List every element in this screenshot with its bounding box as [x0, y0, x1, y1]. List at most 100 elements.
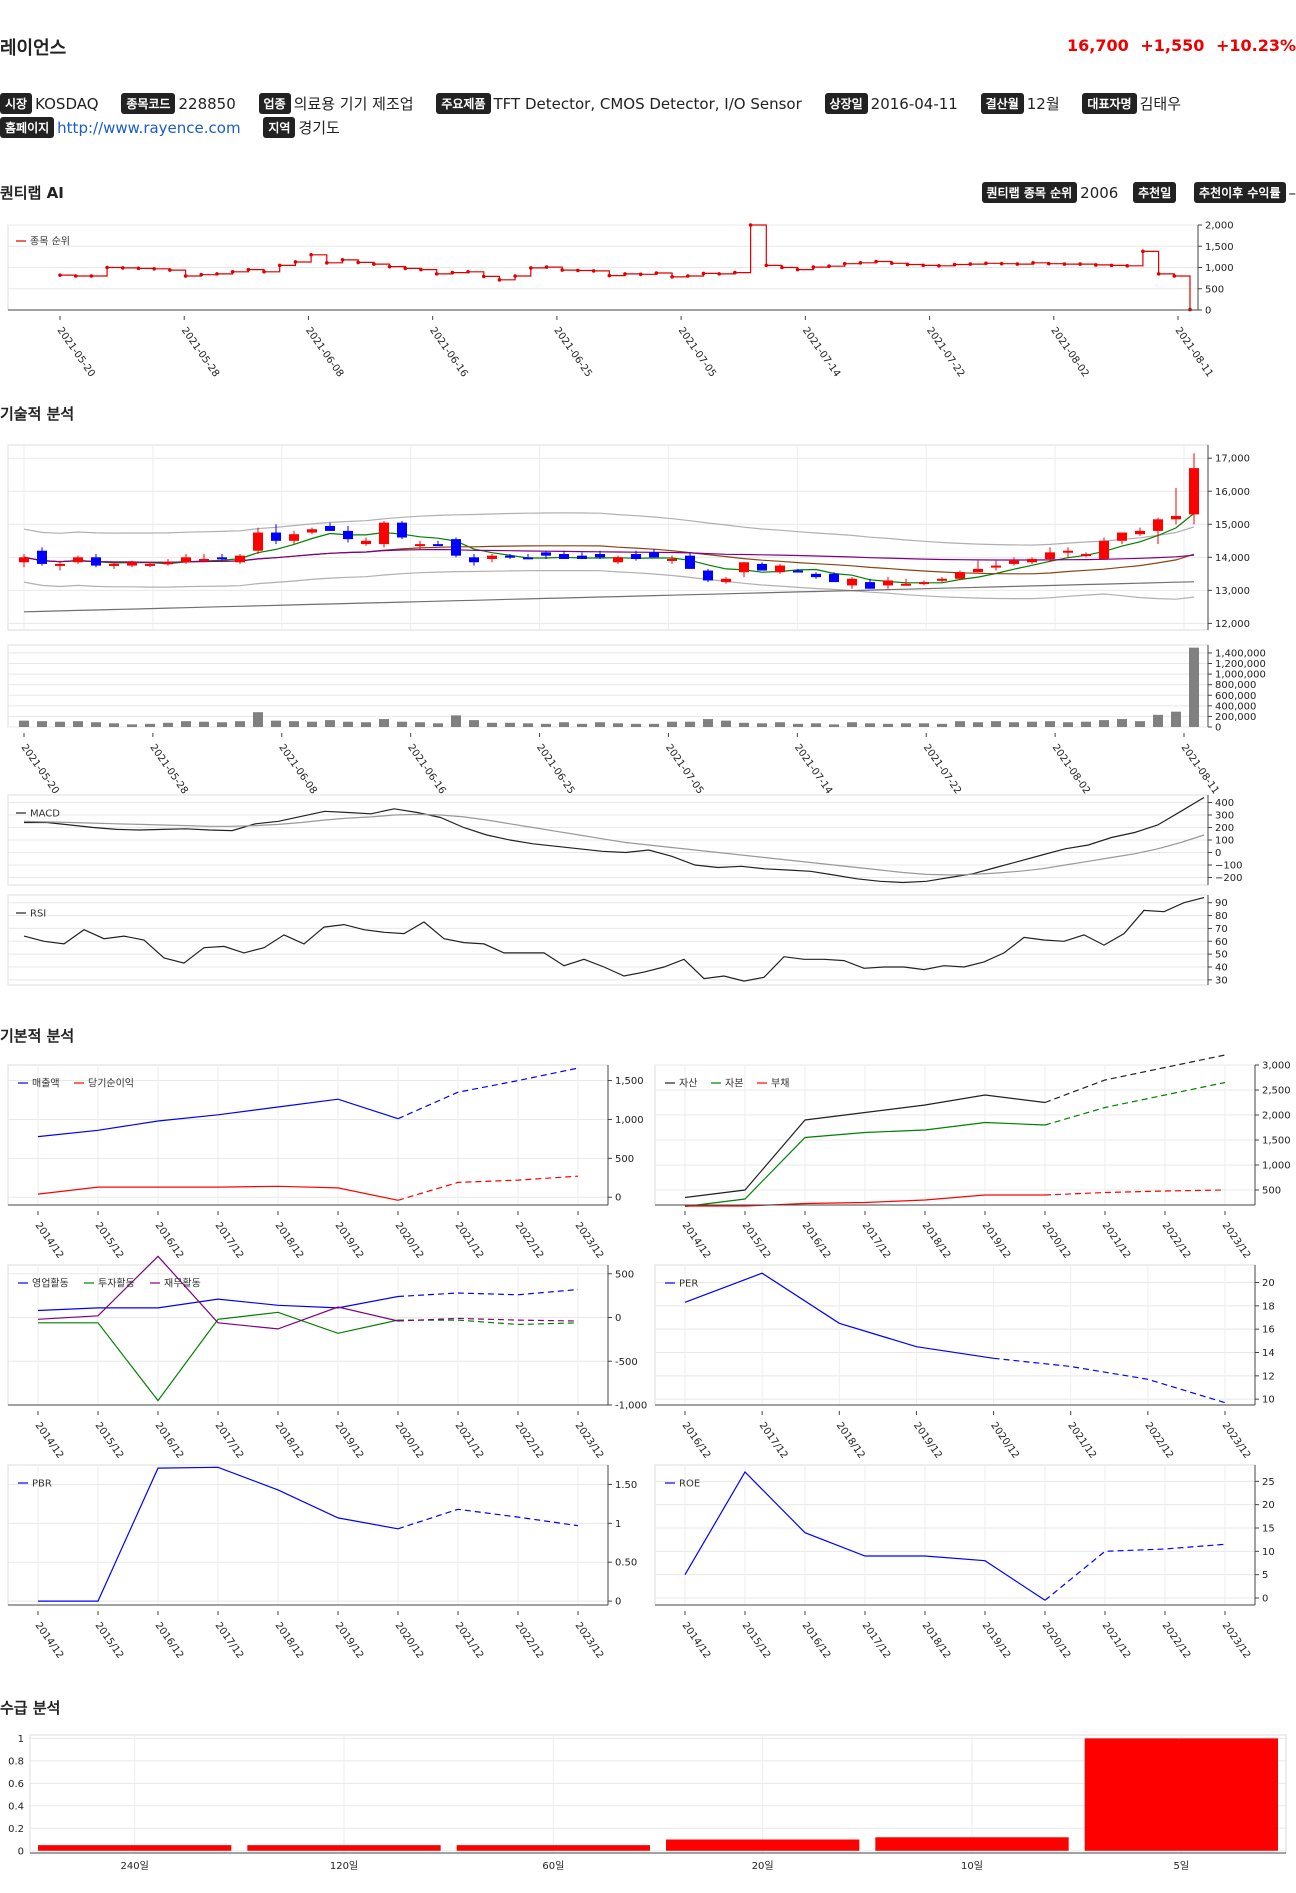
- assets-x-tick-label: 2021/12: [1100, 1220, 1133, 1260]
- candle-body: [883, 580, 893, 586]
- rank-y-tick-label: 1,500: [1205, 242, 1234, 253]
- volume-bar: [811, 723, 821, 727]
- cashflow-재무활동-line: [37, 1255, 399, 1330]
- candle-y-tick-label: 17,000: [1215, 454, 1250, 465]
- volume-y-tick-label: 1,000,000: [1215, 670, 1266, 681]
- pbr-y-tick-label: 0: [615, 1597, 621, 1608]
- roe-x-tick-label: 2014/12: [680, 1620, 713, 1660]
- candle-body: [1117, 532, 1127, 541]
- cashflow-영업활동-forecast-line: [397, 1288, 579, 1298]
- volume-frame: [7, 644, 1209, 728]
- stock-info-row-2: 홈페이지 http://www.rayence.com 지역 경기도: [0, 117, 358, 138]
- sales-x-tick-label: 2023/12: [573, 1220, 606, 1260]
- volume-bar: [613, 723, 623, 727]
- roe-y-tick-label: 25: [1262, 1477, 1275, 1488]
- ceo-tag: 대표자명: [1082, 93, 1137, 114]
- candle-body: [145, 563, 155, 566]
- volume-bar: [1027, 721, 1037, 727]
- candle-body: [55, 563, 65, 566]
- region-tag: 지역: [263, 117, 296, 138]
- candle-body: [991, 565, 1001, 568]
- candle-body: [1063, 550, 1073, 553]
- candle-body: [559, 554, 569, 559]
- roe-y-tick-label: 0: [1262, 1594, 1268, 1605]
- roe-x-tick-label: 2021/12: [1100, 1620, 1133, 1660]
- supply-x-tick-label: 10일: [961, 1860, 983, 1872]
- rank-point: [168, 268, 172, 272]
- per-y-tick-label: 16: [1262, 1325, 1275, 1336]
- volume-bar: [901, 723, 911, 727]
- cashflow-x-tick-label: 2022/12: [513, 1420, 546, 1460]
- per-y-tick-label: 14: [1262, 1348, 1275, 1359]
- rank-point: [811, 265, 816, 269]
- rank-tag: 퀀티랩 종목 순위: [981, 182, 1078, 203]
- product-tag: 주요제품: [436, 93, 491, 114]
- rsi-y-tick-label: 80: [1215, 911, 1228, 922]
- volume-y-tick-label: 1,400,000: [1215, 648, 1266, 659]
- macd-MACD-line: [24, 796, 1205, 884]
- candle-body: [649, 552, 659, 558]
- pbr-PBR-forecast-line: [397, 1508, 579, 1530]
- ceo-value: 김태우: [1139, 95, 1181, 113]
- rank-point: [340, 258, 345, 262]
- volume-bar: [469, 720, 479, 727]
- roe-x-tick-label: 2016/12: [800, 1620, 833, 1660]
- rank-legend-label: 종목 순위: [30, 235, 70, 248]
- candle-body: [91, 557, 101, 566]
- pbr-x-tick-label: 2017/12: [213, 1620, 246, 1660]
- macd-y-tick-label: 100: [1215, 836, 1234, 847]
- pbr-x-tick-label: 2014/12: [33, 1620, 66, 1660]
- volume-bar: [1045, 721, 1055, 727]
- volume-bar: [559, 722, 569, 727]
- rank-point: [858, 261, 863, 265]
- ma5-line: [23, 512, 1195, 584]
- assets-x-tick-label: 2020/12: [1040, 1220, 1073, 1260]
- rank-point: [701, 271, 706, 276]
- roe-x-tick-label: 2022/12: [1160, 1620, 1193, 1660]
- rank-point: [309, 252, 313, 257]
- macd-y-tick-label: −200: [1215, 873, 1242, 884]
- candle-body: [523, 557, 533, 560]
- pbr-x-tick-label: 2015/12: [93, 1620, 126, 1660]
- rank-point: [1141, 249, 1145, 254]
- volume-y-tick-label: 600,000: [1215, 691, 1256, 702]
- assets-legend-label: 자산: [679, 1078, 697, 1090]
- candle-body: [829, 573, 839, 583]
- roe-x-tick-label: 2015/12: [740, 1620, 773, 1660]
- cashflow-legend-label: 재무활동: [164, 1277, 201, 1290]
- cashflow-x-tick-label: 2018/12: [273, 1420, 306, 1460]
- technical-chart: 17,000 16,000 15,000 14,000 13,000 12,000 1,40…: [7, 444, 1266, 986]
- per-x-tick-label: 2020/12: [988, 1420, 1021, 1460]
- homepage-tag: 홈페이지: [0, 117, 55, 138]
- candle-y-tick-label: 12,000: [1215, 619, 1250, 630]
- volume-bar: [541, 723, 551, 727]
- volume-y-tick-label: 1,200,000: [1215, 659, 1266, 670]
- candle-body: [325, 525, 335, 531]
- industry-value: 의료용 기기 제조업: [293, 95, 414, 113]
- candle-body: [451, 539, 461, 556]
- homepage-link[interactable]: http://www.rayence.com: [57, 119, 241, 137]
- rsi-y-tick-label: 40: [1215, 963, 1228, 974]
- candle-body: [199, 558, 209, 561]
- assets-legend-label: 자본: [725, 1078, 743, 1090]
- supply-chart: 1 0.8 0.6 0.4 0.2 0 240일 120일 60일 20일 10일 5일: [8, 1734, 1287, 1872]
- candle-body: [595, 554, 605, 558]
- sales-y-tick-label: 1,000: [615, 1115, 644, 1126]
- pbr-x-tick-label: 2023/12: [573, 1620, 606, 1660]
- candle-body: [1171, 516, 1181, 520]
- rank-y-tick-label: 0: [1205, 306, 1211, 317]
- rank-point: [1172, 274, 1177, 278]
- current-price: 16,700: [1067, 36, 1129, 55]
- candle-y-tick-label: 13,000: [1215, 586, 1250, 597]
- volume-bar: [1063, 722, 1073, 727]
- supply-bar: [456, 1845, 650, 1851]
- assets-y-tick-label: 2,000: [1262, 1111, 1291, 1122]
- rank-point: [874, 259, 878, 264]
- volume-bar: [865, 723, 875, 727]
- volume-x-tick-label: 2021-06-16: [405, 742, 447, 796]
- supply-x-tick-label: 240일: [121, 1860, 149, 1872]
- volume-bar: [451, 715, 461, 727]
- cashflow-y-tick-label: 0: [615, 1313, 621, 1324]
- candle-frame: [7, 444, 1209, 631]
- supply-y-tick-label: 0.8: [8, 1756, 24, 1767]
